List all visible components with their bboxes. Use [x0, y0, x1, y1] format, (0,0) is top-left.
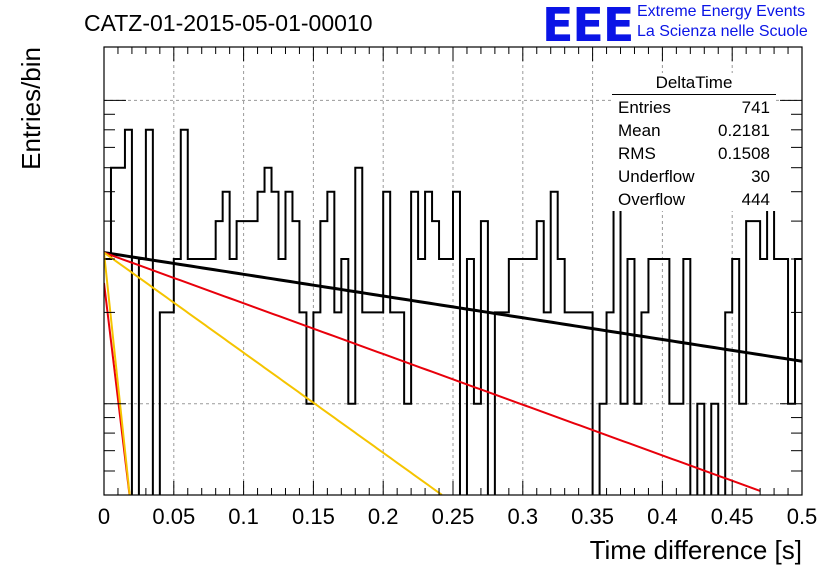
stats-label: Mean: [618, 121, 661, 140]
stats-value: 741: [741, 98, 770, 117]
histogram-series: [104, 128, 802, 495]
logo-caption-line-2: La Scienza nelle Scuole: [637, 23, 808, 40]
stats-value: 444: [741, 190, 770, 209]
stats-value: 0.1508: [718, 144, 770, 163]
stats-row-rms: RMS 0.1508: [612, 142, 776, 165]
y-tick-label: 1: [82, 0, 94, 5]
y-axis-title: Entries/bin: [16, 47, 46, 170]
x-tick-label: 0.4: [647, 504, 678, 529]
stats-value: 0.2181: [718, 121, 770, 140]
stats-row-underflow: Underflow 30: [612, 165, 776, 188]
x-axis-title: Time difference [s]: [590, 535, 802, 565]
stats-label: Entries: [618, 98, 671, 117]
x-tick-label: 0.05: [152, 504, 195, 529]
x-tick-label: 0.5: [787, 504, 818, 529]
axis-labels: 0 0.05 0.1 0.15 0.2 0.25 0.3 0.35 0.4 0.45 0.5 110 T…: [16, 0, 817, 565]
fit-curve: [104, 251, 761, 492]
histogram-steps: [104, 128, 802, 495]
eee-logo: EEE: [542, 0, 634, 52]
x-tick-label: 0.15: [292, 504, 335, 529]
x-tick-label: 0.2: [368, 504, 399, 529]
x-tick-label: 0.25: [432, 504, 475, 529]
fit-curve: [104, 251, 802, 363]
stats-title: DeltaTime: [612, 73, 776, 95]
histogram-title: CATZ-01-2015-05-01-00010: [84, 10, 373, 36]
stats-box: DeltaTime Entries 741 Mean 0.2181 RMS 0.…: [612, 73, 776, 211]
axis-ticks: [103, 47, 803, 496]
stats-value: 30: [751, 167, 770, 186]
stats-label: RMS: [618, 144, 656, 163]
x-tick-label: 0.1: [228, 504, 259, 529]
stats-row-overflow: Overflow 444: [612, 188, 776, 211]
x-tick-label: 0.3: [508, 504, 539, 529]
x-tick-label: 0.45: [711, 504, 754, 529]
y-tick-label: 10: [70, 0, 94, 5]
fit-curve: [104, 282, 131, 495]
x-tick-label: 0: [98, 504, 110, 529]
fit-curves: [104, 251, 802, 495]
stats-label: Overflow: [618, 190, 686, 209]
fit-curve: [104, 252, 131, 495]
stats-row-entries: Entries 741: [612, 96, 776, 119]
fit-curve: [104, 251, 443, 495]
x-tick-label: 0.35: [571, 504, 614, 529]
stats-row-mean: Mean 0.2181: [612, 119, 776, 142]
stats-label: Underflow: [618, 167, 695, 186]
logo-caption-line-1: Extreme Energy Events: [637, 3, 806, 20]
